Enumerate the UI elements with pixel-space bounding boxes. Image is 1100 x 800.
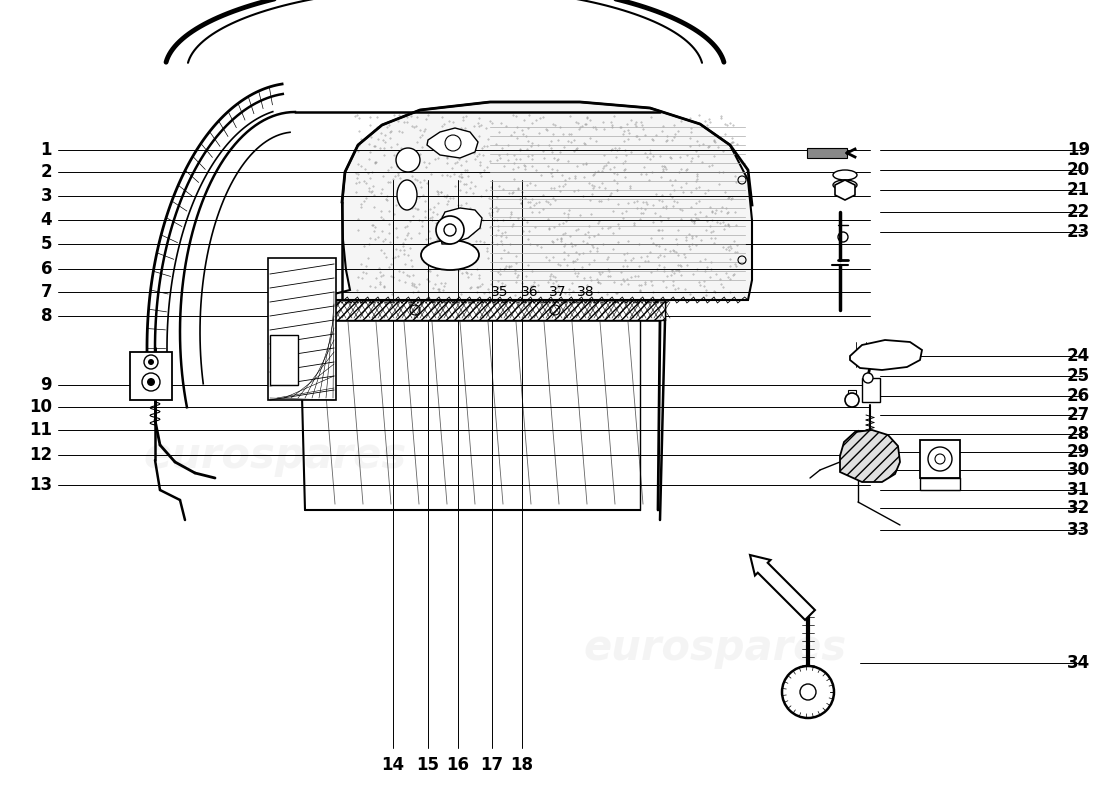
Text: 31: 31	[1067, 481, 1090, 499]
Text: 20: 20	[1067, 161, 1090, 179]
Circle shape	[436, 216, 464, 244]
Text: 30: 30	[1067, 461, 1090, 479]
Text: 32: 32	[1067, 499, 1090, 517]
Ellipse shape	[397, 180, 417, 210]
Ellipse shape	[833, 170, 857, 180]
Text: 7: 7	[41, 283, 52, 301]
Text: 4: 4	[41, 211, 52, 229]
Text: 28: 28	[1067, 425, 1090, 443]
Text: eurospares: eurospares	[583, 627, 847, 669]
Text: 14: 14	[382, 756, 405, 774]
Circle shape	[864, 373, 873, 383]
Circle shape	[782, 666, 834, 718]
Text: 24: 24	[1067, 347, 1090, 365]
Bar	[807, 148, 847, 158]
Text: 9: 9	[41, 376, 52, 394]
Polygon shape	[427, 128, 478, 158]
Bar	[268, 258, 336, 400]
Text: 1: 1	[41, 141, 52, 159]
Text: 15: 15	[417, 756, 440, 774]
Text: 34: 34	[1067, 654, 1090, 672]
Bar	[300, 300, 666, 320]
Text: 23: 23	[1067, 223, 1090, 241]
Ellipse shape	[833, 180, 857, 190]
Text: 8: 8	[41, 307, 52, 325]
Text: 35: 35	[492, 285, 508, 299]
Text: 2: 2	[41, 163, 52, 181]
Polygon shape	[920, 478, 960, 490]
Text: 11: 11	[29, 421, 52, 439]
Bar	[920, 440, 960, 478]
Text: 16: 16	[447, 756, 470, 774]
Text: 37: 37	[549, 285, 566, 299]
Text: 26: 26	[1067, 387, 1090, 405]
Circle shape	[845, 393, 859, 407]
Polygon shape	[310, 102, 752, 300]
Text: 33: 33	[1067, 521, 1090, 539]
Circle shape	[396, 148, 420, 172]
Text: 29: 29	[1067, 443, 1090, 461]
Polygon shape	[840, 430, 900, 482]
Bar	[270, 335, 298, 385]
Text: 36: 36	[521, 285, 539, 299]
Text: eurospares: eurospares	[143, 435, 407, 477]
Text: 13: 13	[29, 476, 52, 494]
Text: 17: 17	[481, 756, 504, 774]
Bar	[130, 352, 172, 400]
Polygon shape	[850, 340, 922, 370]
Text: 6: 6	[41, 260, 52, 278]
Ellipse shape	[421, 240, 478, 270]
Text: 3: 3	[41, 187, 52, 205]
Text: 12: 12	[29, 446, 52, 464]
Text: 27: 27	[1067, 406, 1090, 424]
Text: 5: 5	[41, 235, 52, 253]
Circle shape	[147, 378, 155, 386]
Circle shape	[148, 359, 154, 365]
Text: 19: 19	[1067, 141, 1090, 159]
Text: 22: 22	[1067, 203, 1090, 221]
Bar	[848, 390, 856, 402]
FancyArrow shape	[750, 555, 815, 620]
Text: 21: 21	[1067, 181, 1090, 199]
Text: 18: 18	[510, 756, 534, 774]
Polygon shape	[440, 208, 482, 244]
Polygon shape	[835, 180, 855, 200]
Text: 10: 10	[29, 398, 52, 416]
Text: 25: 25	[1067, 367, 1090, 385]
Bar	[862, 378, 880, 402]
Text: 38: 38	[578, 285, 595, 299]
